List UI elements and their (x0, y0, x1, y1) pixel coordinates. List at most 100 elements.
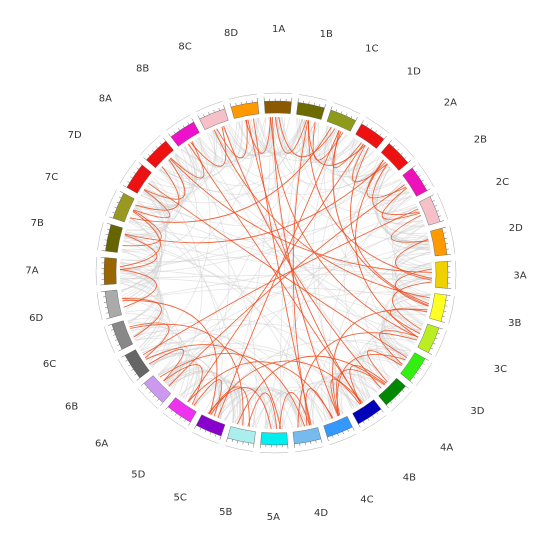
tick-mark (208, 112, 209, 114)
tick-mark (131, 369, 133, 370)
tick-mark (394, 398, 396, 400)
tick-mark (149, 391, 151, 393)
tick-mark (377, 412, 378, 414)
tick-mark (341, 111, 342, 113)
tick-mark (389, 140, 392, 143)
tick-mark (393, 145, 395, 147)
chromosome-label-8c: 8C (178, 42, 191, 53)
tick-ruler (97, 292, 102, 320)
tick-mark (236, 103, 237, 105)
tick-mark (327, 437, 328, 441)
tick-ruler (192, 432, 218, 443)
tick-mark (171, 410, 173, 412)
tick-ruler (449, 296, 455, 324)
tick-mark (422, 363, 424, 364)
tick-ruler (225, 446, 253, 452)
chromosome-label-2c: 2C (496, 177, 509, 188)
tick-mark (444, 311, 446, 312)
tick-mark (106, 234, 108, 235)
highlighted-link (130, 127, 331, 222)
tick-mark (406, 386, 409, 389)
chromosome-label-3a: 3A (513, 271, 526, 282)
tick-mark (148, 154, 150, 156)
chromosome-label-7d: 7D (68, 130, 82, 141)
tick-mark (397, 149, 399, 151)
tick-ruler (455, 261, 456, 289)
ideogram-5d (168, 398, 196, 423)
chromosome-label-8a: 8A (99, 94, 112, 105)
tick-mark (381, 409, 383, 412)
tick-mark (401, 153, 403, 155)
tick-mark (220, 436, 221, 440)
tick-mark (352, 427, 354, 431)
tick-mark (118, 349, 122, 351)
tick-mark (117, 202, 119, 203)
tick-mark (413, 377, 415, 379)
tick-ruler (96, 257, 97, 285)
tick-mark (121, 355, 125, 357)
tick-mark (111, 329, 113, 330)
chromosome-label-5c: 5C (173, 492, 186, 503)
tick-mark (168, 134, 170, 137)
tick-mark (128, 365, 130, 366)
tick-mark (441, 322, 445, 323)
tick-mark (346, 114, 347, 116)
chromosome-label-8d: 8D (224, 28, 238, 39)
tick-mark (205, 430, 206, 432)
tick-mark (107, 229, 109, 230)
chromosome-label-5a: 5A (267, 512, 280, 523)
tick-mark (163, 138, 166, 141)
tick-mark (178, 128, 179, 130)
tick-mark (351, 116, 352, 118)
ideogram-7a (104, 258, 117, 285)
background-link (123, 288, 430, 302)
tick-mark (437, 211, 439, 212)
tick-mark (109, 217, 113, 218)
tick-mark (188, 123, 189, 125)
tick-mark (237, 441, 238, 443)
tick-ruler (435, 330, 446, 356)
tick-mark (314, 103, 315, 105)
tick-mark (165, 407, 168, 410)
tick-ruler (299, 94, 327, 100)
tick-mark (106, 313, 108, 314)
ideogram-8b (171, 122, 199, 146)
chromosome-label-1c: 1C (365, 44, 378, 55)
tick-mark (232, 439, 233, 441)
tick-ruler (196, 101, 222, 112)
tick-mark (372, 416, 373, 418)
tick-mark (188, 422, 190, 425)
tick-ruler (330, 434, 356, 445)
ideogram-4c (324, 416, 353, 437)
tick-mark (371, 127, 372, 129)
ideogram-6d (105, 290, 122, 318)
ideogram-5b (227, 426, 255, 443)
chromosome-label-3b: 3B (508, 318, 521, 329)
tick-mark (348, 429, 349, 431)
tick-mark (214, 110, 215, 112)
tick-mark (443, 233, 445, 234)
tick-mark (419, 368, 421, 369)
tick-mark (390, 402, 392, 404)
chromosome-label-7c: 7C (45, 172, 58, 183)
tick-mark (368, 419, 369, 421)
ideogram-5a (261, 432, 288, 445)
tick-mark (435, 205, 437, 206)
tick-mark (224, 105, 225, 109)
chromosome-label-3c: 3C (494, 364, 507, 375)
tick-mark (363, 421, 364, 423)
tick-mark (425, 359, 428, 361)
tick-mark (215, 434, 216, 436)
tick-mark (130, 177, 132, 178)
tick-mark (134, 172, 136, 173)
ideogram-6b (125, 350, 149, 378)
chromosome-label-1d: 1D (407, 67, 421, 78)
tick-mark (402, 390, 404, 392)
tick-mark (432, 200, 434, 201)
tick-mark (108, 324, 112, 325)
tick-mark (210, 432, 211, 434)
tick-mark (430, 195, 434, 197)
ideogram-4d (293, 427, 321, 444)
ideogram-7b (105, 224, 122, 252)
tick-mark (386, 405, 389, 408)
